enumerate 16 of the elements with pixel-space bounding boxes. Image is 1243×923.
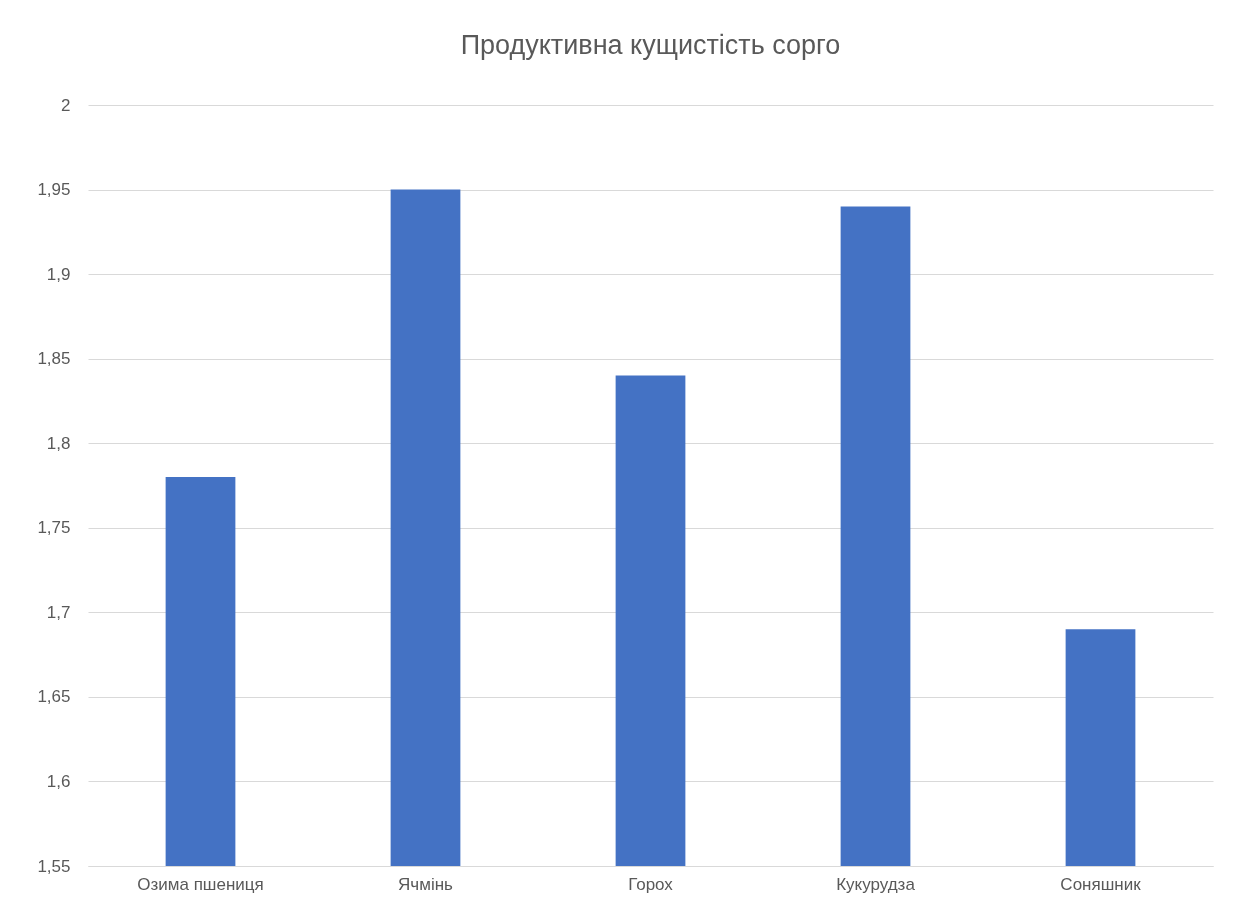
x-tick-label: Ячмінь: [398, 874, 454, 894]
y-tick-label: 1,85: [37, 349, 71, 369]
chart-title: Продуктивна кущистість сорго: [460, 30, 841, 60]
y-tick-label: 1,65: [37, 687, 71, 707]
x-tick-label: Горох: [628, 874, 674, 894]
y-tick-label: 1,55: [37, 856, 71, 876]
x-tick-label: Кукурудза: [836, 874, 916, 894]
y-tick-label: 1,8: [46, 433, 71, 453]
x-tick-label: Озима пшениця: [137, 874, 264, 894]
y-tick-label: 1,7: [46, 602, 71, 622]
y-tick-label: 2: [61, 95, 71, 115]
y-tick-label: 1,75: [37, 518, 71, 538]
y-tick-label: 1,9: [46, 264, 71, 284]
y-tick-label: 1,6: [46, 771, 71, 791]
x-tick-label: Соняшник: [1060, 874, 1142, 894]
y-tick-label: 1,95: [37, 180, 71, 200]
